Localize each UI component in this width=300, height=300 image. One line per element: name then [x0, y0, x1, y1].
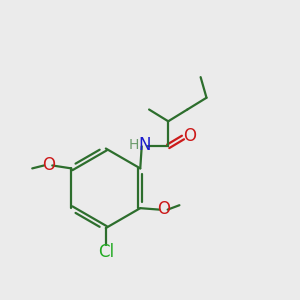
Text: N: N	[138, 136, 151, 154]
Text: O: O	[42, 156, 55, 174]
Text: Cl: Cl	[98, 244, 114, 262]
Text: O: O	[183, 127, 196, 145]
Text: O: O	[157, 200, 170, 218]
Text: H: H	[128, 138, 139, 152]
